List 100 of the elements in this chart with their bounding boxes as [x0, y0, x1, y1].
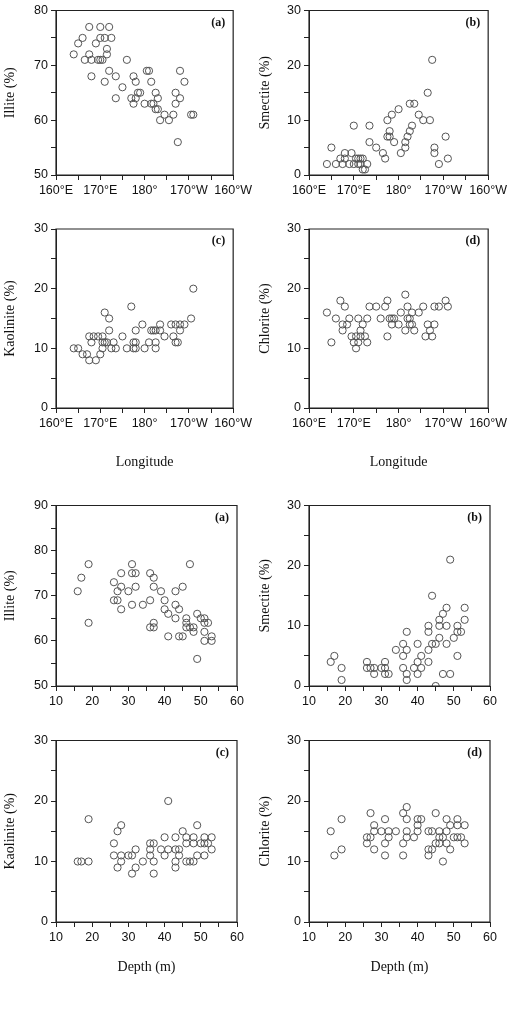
- x-tick-label: 170°E: [83, 415, 118, 430]
- point: [160, 833, 169, 842]
- point: [169, 332, 178, 341]
- point: [178, 827, 187, 836]
- y-tick-label: 0: [41, 400, 49, 415]
- point: [117, 821, 126, 830]
- point: [189, 623, 198, 632]
- x-tick-label: 160°E: [291, 415, 327, 430]
- y-tick-label: 30: [34, 221, 49, 236]
- point: [111, 344, 120, 353]
- point: [376, 314, 385, 323]
- point: [331, 159, 340, 169]
- annotation: (c): [215, 744, 229, 759]
- y-axis-title: Smectite (%): [257, 55, 274, 130]
- y-tick-label: 20: [287, 281, 302, 296]
- point: [156, 845, 166, 854]
- point: [87, 338, 96, 347]
- point: [435, 615, 444, 624]
- point: [380, 669, 390, 679]
- point: [124, 851, 133, 860]
- point: [460, 615, 469, 624]
- point: [453, 651, 462, 661]
- point: [377, 827, 386, 836]
- point: [338, 326, 347, 335]
- point: [435, 621, 444, 630]
- point: [402, 645, 411, 654]
- point: [171, 845, 180, 854]
- point: [424, 627, 433, 636]
- point: [147, 77, 156, 86]
- point: [109, 578, 119, 587]
- x-axis-title: Depth (m): [117, 959, 176, 976]
- x-tick-label: 170°E: [83, 182, 118, 197]
- point: [164, 845, 173, 854]
- x-tick-label: 170°E: [336, 415, 371, 430]
- point: [74, 39, 83, 48]
- point: [413, 669, 422, 679]
- point: [370, 827, 379, 836]
- point: [155, 320, 165, 329]
- point: [160, 332, 169, 341]
- point: [431, 839, 440, 848]
- point: [370, 669, 379, 679]
- point: [69, 344, 78, 353]
- point: [443, 302, 452, 311]
- point: [431, 639, 440, 648]
- point: [96, 350, 105, 359]
- point: [107, 344, 116, 353]
- point: [182, 857, 191, 866]
- annotation: (d): [465, 233, 481, 248]
- point: [453, 833, 462, 842]
- point: [100, 77, 109, 86]
- x-tick-label: 180°: [131, 182, 158, 197]
- point: [366, 809, 375, 818]
- point: [182, 618, 191, 627]
- point: [401, 290, 410, 299]
- point: [164, 632, 173, 641]
- point: [413, 815, 422, 824]
- point: [144, 66, 154, 75]
- point: [327, 338, 336, 347]
- point: [149, 573, 158, 582]
- point: [87, 55, 96, 64]
- point: [363, 314, 372, 323]
- point: [203, 839, 213, 848]
- point: [85, 356, 94, 365]
- point: [449, 833, 458, 842]
- point: [330, 851, 339, 860]
- point: [98, 344, 107, 353]
- point: [84, 815, 93, 824]
- point: [360, 165, 370, 174]
- point: [207, 632, 216, 641]
- point: [117, 857, 126, 866]
- point: [409, 833, 419, 842]
- point: [414, 308, 423, 317]
- y-tick-label: 20: [287, 793, 302, 808]
- point: [84, 618, 93, 627]
- point: [402, 815, 411, 824]
- y-axis-title: Kaolinite (%): [2, 792, 19, 870]
- point: [345, 314, 354, 323]
- point: [427, 639, 437, 648]
- point: [138, 857, 147, 866]
- point: [331, 314, 340, 323]
- point: [349, 338, 358, 347]
- point: [442, 839, 451, 848]
- point: [207, 845, 216, 854]
- y-tick-label: 70: [34, 57, 49, 72]
- point: [340, 302, 349, 311]
- point: [358, 165, 367, 174]
- x-tick-label: 20: [85, 693, 100, 708]
- x-tick-label: 160°E: [38, 415, 74, 430]
- point: [384, 833, 393, 842]
- point: [200, 851, 209, 860]
- point: [151, 88, 160, 97]
- annotation: (b): [467, 509, 482, 524]
- point: [405, 99, 414, 108]
- point: [131, 77, 140, 86]
- y-tick-label: 0: [294, 678, 302, 693]
- x-tick-label: 170°W: [424, 415, 463, 430]
- point: [142, 66, 151, 75]
- x-tick-label: 60: [230, 693, 244, 708]
- point: [391, 645, 400, 654]
- point: [419, 302, 428, 311]
